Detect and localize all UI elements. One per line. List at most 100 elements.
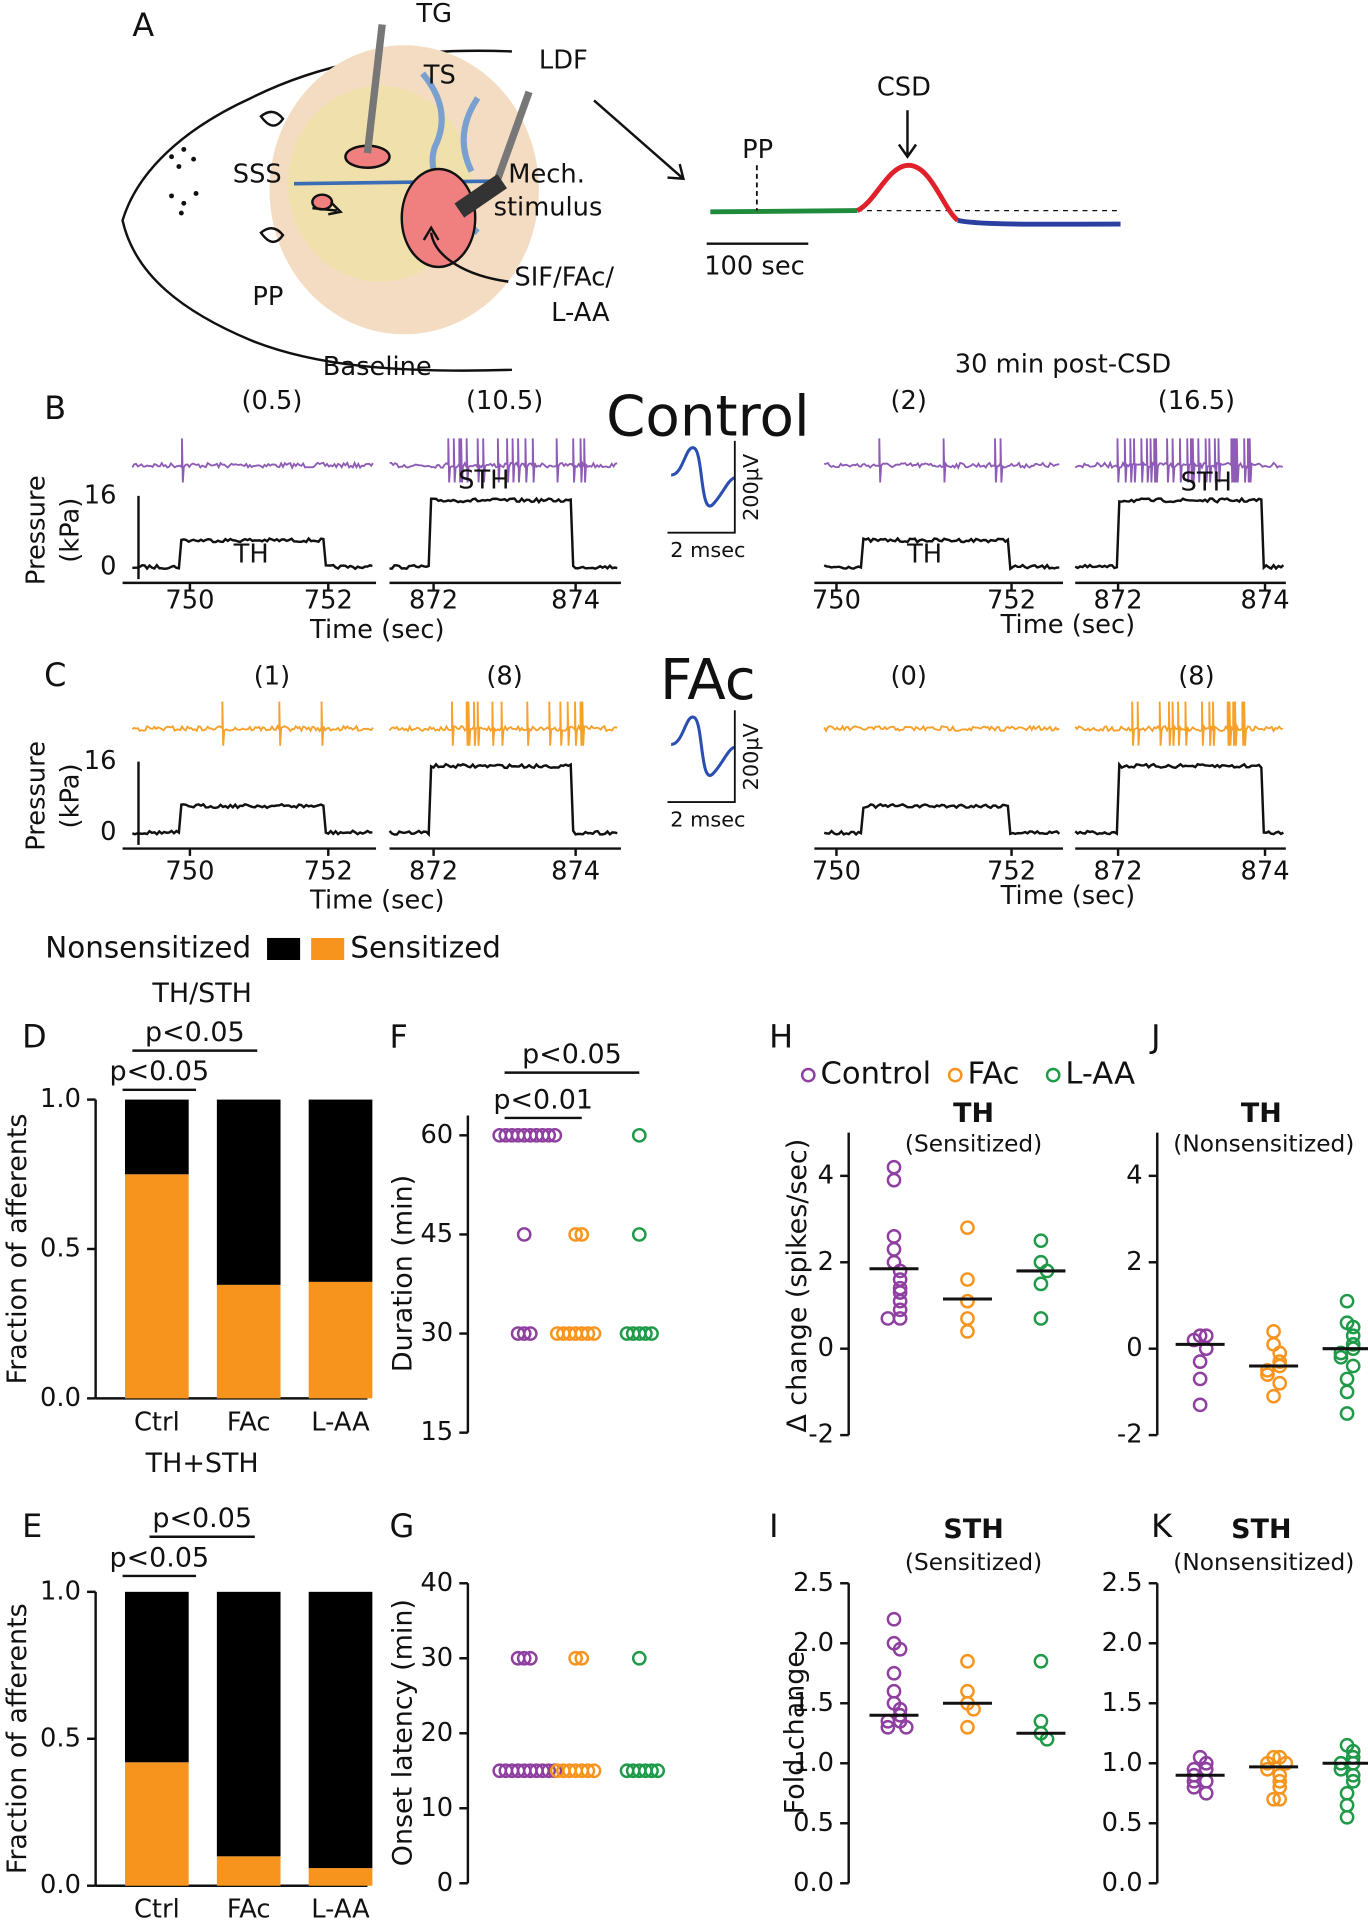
point xyxy=(898,1719,914,1735)
point xyxy=(892,1311,908,1326)
y-tick-label: -2 xyxy=(1117,1420,1143,1450)
point xyxy=(1272,1773,1288,1789)
point xyxy=(644,1326,659,1341)
y-tick-label: 30 xyxy=(420,1318,453,1348)
point xyxy=(549,1763,565,1779)
point xyxy=(1272,1375,1288,1391)
bar-segment xyxy=(216,1284,281,1399)
point xyxy=(1339,1293,1355,1309)
waveform xyxy=(670,715,736,777)
scale-bars xyxy=(667,440,736,534)
bar-segment xyxy=(125,1099,189,1175)
point xyxy=(1198,1755,1214,1771)
bar-segment xyxy=(308,1099,373,1282)
point xyxy=(1033,1254,1049,1270)
point xyxy=(1345,1773,1361,1789)
point xyxy=(1345,1337,1361,1352)
condition: FAc xyxy=(660,648,756,713)
y-tick-label: 0.0 xyxy=(40,1870,81,1900)
point xyxy=(586,1763,602,1779)
y-label: Pressure xyxy=(21,741,51,851)
count: (8) xyxy=(1178,662,1214,692)
y-tick-label: 16 xyxy=(84,746,117,776)
scale-voltage: 200μV xyxy=(739,453,763,521)
chart-title: STH xyxy=(943,1514,1003,1545)
stimulus: TH xyxy=(233,540,269,570)
legend-swatch xyxy=(267,937,301,960)
stimulus: STH xyxy=(1181,468,1232,498)
x-tick-label: 874 xyxy=(1240,586,1289,616)
point xyxy=(886,1241,902,1257)
point xyxy=(547,1127,563,1143)
point xyxy=(886,1611,902,1627)
point xyxy=(1186,1332,1202,1348)
label: TS xyxy=(423,60,456,90)
pressure-trace xyxy=(388,762,618,838)
chart-title: TH+STH xyxy=(145,1448,259,1479)
y-tick-label: 60 xyxy=(420,1120,453,1150)
y-tick-label: 30 xyxy=(420,1643,453,1673)
panel-a-drawing xyxy=(121,24,1121,372)
x-tick-label: 874 xyxy=(551,586,600,616)
y-tick-label: -2 xyxy=(808,1420,834,1450)
y-tick-label: 0 xyxy=(100,551,116,581)
count: (0) xyxy=(890,662,926,692)
label: 100 sec xyxy=(704,251,805,281)
x-tick-label: Ctrl xyxy=(134,1895,180,1920)
point xyxy=(960,1272,975,1287)
label: LDF xyxy=(539,46,588,76)
x-label: Time (sec) xyxy=(309,886,444,916)
point xyxy=(1333,1349,1349,1365)
stim-site xyxy=(400,167,477,269)
y-tick-label: 1.0 xyxy=(40,1084,81,1114)
count: (0.5) xyxy=(241,386,302,416)
y-tick-label: 40 xyxy=(420,1568,453,1598)
point xyxy=(960,1719,975,1735)
panel-letter: E xyxy=(22,1507,42,1545)
pp-site xyxy=(311,193,334,211)
y-tick-label: 0 xyxy=(818,1333,834,1363)
point xyxy=(586,1326,602,1341)
point xyxy=(1033,1713,1049,1729)
point xyxy=(492,1127,508,1143)
x-tick-label: 752 xyxy=(987,586,1036,616)
y-tick-label: 2.0 xyxy=(1102,1628,1143,1658)
legend-marker xyxy=(800,1067,816,1083)
point xyxy=(960,1683,975,1699)
label: TG xyxy=(415,0,452,29)
y-tick-label: 45 xyxy=(420,1219,453,1249)
count: (10.5) xyxy=(466,386,543,416)
y-tick-label: 0.0 xyxy=(40,1383,81,1413)
point xyxy=(1266,1791,1281,1807)
tg-electrode xyxy=(363,24,386,154)
y-axis-label: Fold change xyxy=(780,1651,811,1814)
x-label: Time (sec) xyxy=(1000,610,1135,640)
chart-subtitle: (Sensitized) xyxy=(905,1549,1042,1576)
y-axis-label: Duration (min) xyxy=(388,1175,419,1372)
point xyxy=(619,1326,635,1341)
spike-trace xyxy=(1074,701,1284,746)
point xyxy=(1339,1809,1355,1825)
point xyxy=(1272,1354,1288,1369)
x-tick-label: 872 xyxy=(409,586,458,616)
point xyxy=(1266,1337,1281,1352)
point xyxy=(644,1763,659,1779)
point xyxy=(886,1665,902,1681)
panel-letter: A xyxy=(132,6,154,44)
pressure-trace xyxy=(132,536,373,571)
panel-letter: H xyxy=(769,1017,793,1055)
point xyxy=(1198,1773,1214,1789)
condition: Control xyxy=(606,385,810,450)
y-tick-label: 0.5 xyxy=(40,1723,81,1753)
point xyxy=(510,1650,526,1666)
spike-trace xyxy=(389,438,618,483)
point xyxy=(556,1763,571,1779)
x-tick-label: 750 xyxy=(165,856,214,886)
legend-marker xyxy=(947,1067,963,1083)
pressure-trace xyxy=(823,536,1060,571)
point xyxy=(1339,1406,1355,1421)
pressure-trace xyxy=(389,496,618,570)
point xyxy=(1278,1755,1294,1771)
sif-arrow xyxy=(422,225,509,283)
